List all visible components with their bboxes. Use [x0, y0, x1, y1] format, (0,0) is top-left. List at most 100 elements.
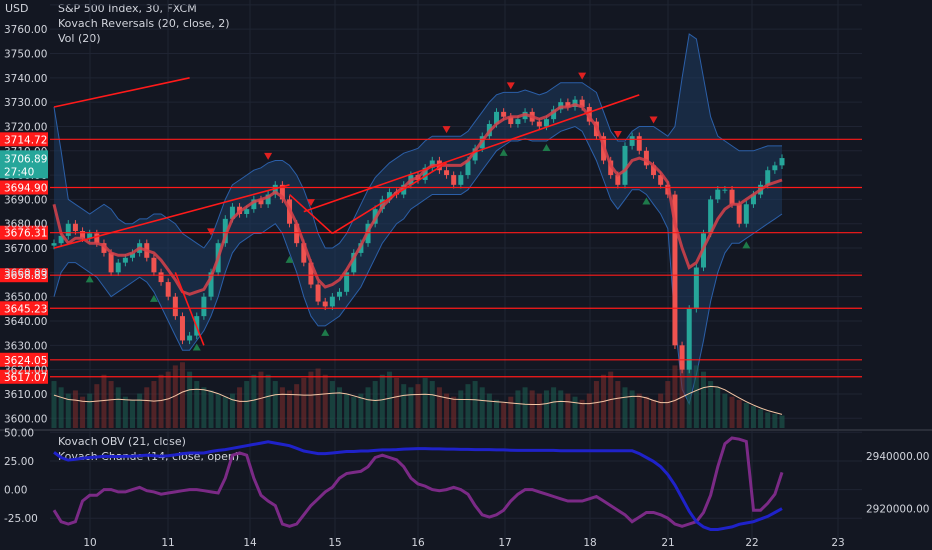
volume-bar-99: [758, 409, 764, 428]
up-marker-2: [192, 343, 201, 351]
level-label-1: 3694.90: [4, 182, 47, 194]
candle-body-7: [101, 243, 107, 253]
volume-bar-8: [108, 381, 114, 428]
level-label-3: 3658.83: [4, 270, 47, 282]
volume-bar-57: [458, 390, 464, 428]
date-tick-6: 18: [583, 537, 596, 549]
volume-bar-6: [94, 384, 100, 428]
volume-bar-80: [622, 387, 628, 428]
candle-body-15: [158, 272, 164, 283]
volume-bar-71: [558, 390, 564, 428]
volume-bar-28: [251, 374, 257, 428]
down-marker-2: [306, 199, 315, 207]
volume-bar-48: [394, 377, 400, 428]
osc-left-tick-1: 25.00: [4, 456, 34, 468]
candle-body-47: [386, 192, 392, 200]
lower-band-line: [53, 125, 783, 406]
volume-bar-81: [629, 390, 635, 428]
volume-bar-30: [265, 374, 271, 428]
up-marker-7: [642, 197, 651, 205]
volume-bar-70: [551, 387, 557, 428]
price-tick-14: 3740.00: [4, 73, 47, 85]
down-marker-0: [207, 228, 216, 236]
level-badge-6: [0, 369, 48, 384]
volume-bar-64: [508, 396, 514, 428]
up-marker-0: [85, 275, 94, 283]
volume-bar-83: [643, 396, 649, 428]
indicator-legend-reversals[interactable]: Kovach Reversals (20, close, 2): [58, 17, 230, 30]
volume-bar-52: [422, 377, 428, 428]
trend-line-5: [331, 162, 447, 235]
candle-body-28: [251, 199, 257, 210]
volume-bar-67: [529, 390, 535, 428]
date-tick-5: 17: [498, 537, 511, 549]
candle-body-5: [87, 233, 93, 239]
price-tick-3: 3630.00: [4, 340, 47, 352]
volume-bar-49: [401, 384, 407, 428]
volume-bar-31: [272, 381, 278, 428]
candle-body-69: [543, 119, 549, 127]
volume-bar-94: [722, 393, 728, 428]
volume-bar-13: [144, 387, 150, 428]
date-tick-1: 11: [161, 537, 174, 549]
volume-bar-96: [736, 399, 742, 428]
candle-body-38: [322, 301, 328, 307]
volume-bar-82: [636, 393, 642, 428]
level-label-4: 3645.23: [4, 303, 47, 315]
candle-body-18: [179, 316, 185, 341]
volume-bar-61: [486, 393, 492, 428]
horizontal-levels[interactable]: 3714.72 3694.90 3676.31 3658.83 3645.23 3624.…: [0, 132, 862, 384]
volume-ma-line: [53, 385, 783, 415]
candle-body-58: [465, 160, 471, 176]
date-tick-8: 22: [745, 537, 758, 549]
upper-band-line: [53, 33, 782, 249]
osc-left-tick-0: 50.00: [4, 427, 34, 439]
price-tick-2: 3620.00: [4, 365, 47, 377]
currency-button[interactable]: USD: [0, 0, 48, 18]
volume-bar-5: [87, 393, 93, 428]
down-marker-3: [442, 126, 451, 134]
candle-body-21: [201, 296, 207, 317]
down-marker-1: [264, 152, 273, 160]
up-marker-3: [285, 255, 294, 263]
basis-line: [52, 103, 783, 296]
volume-bar-19: [187, 371, 193, 428]
osc-left-tick-3: -25.00: [4, 513, 38, 525]
candle-body-100: [765, 170, 771, 185]
volume-bar-85: [658, 393, 664, 428]
candle-body-34: [294, 223, 300, 244]
candle-body-1: [58, 235, 64, 244]
level-badge-1: [0, 180, 48, 195]
volume-bar-101: [772, 413, 778, 428]
current-price-label: 3706.89: [4, 153, 47, 165]
volume-bar-97: [743, 402, 749, 428]
volume-bar-27: [244, 381, 250, 428]
date-tick-0: 10: [83, 537, 96, 549]
volume-bar-16: [165, 371, 171, 428]
volume-bar-63: [501, 402, 507, 428]
trend-line-1: [53, 184, 290, 249]
candle-body-92: [708, 199, 714, 234]
candle-body-3: [72, 223, 78, 232]
candle-body-96: [736, 204, 742, 224]
volume-bar-55: [444, 393, 450, 428]
price-tick-9: 3690.00: [4, 194, 47, 206]
volume-bar-95: [729, 396, 735, 428]
level-badge-3: [0, 268, 48, 283]
candle-body-10: [122, 257, 128, 263]
osc-left-tick-2: 0.00: [4, 485, 27, 497]
volume-bar-11: [130, 399, 136, 428]
volume-bar-41: [344, 393, 350, 428]
candle-body-57: [458, 175, 464, 185]
candle-body-70: [551, 109, 557, 120]
level-label-2: 3676.31: [4, 228, 47, 240]
volume-bar-73: [572, 396, 578, 428]
band-fill: [54, 34, 782, 404]
up-marker-8: [742, 241, 751, 249]
volume-bar-51: [415, 384, 421, 428]
trend-lines[interactable]: [53, 77, 640, 346]
volume-bar-33: [287, 390, 293, 428]
down-marker-7: [649, 116, 658, 124]
current-price-badge: [0, 150, 48, 179]
